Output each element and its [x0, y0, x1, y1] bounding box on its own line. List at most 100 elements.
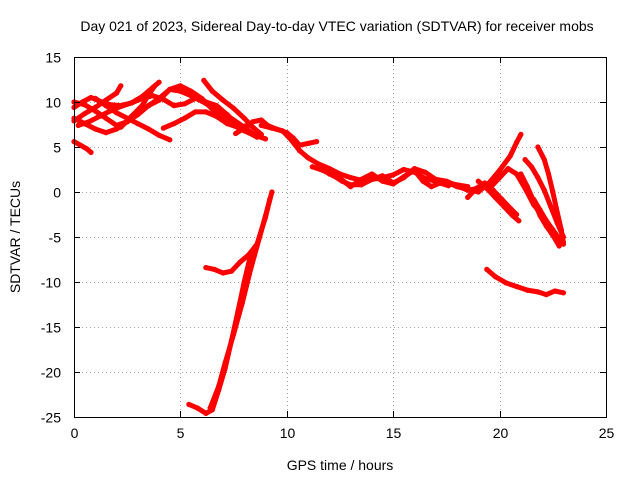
- data-point: [337, 175, 343, 182]
- data-point: [503, 280, 509, 286]
- data-point: [541, 187, 547, 193]
- data-point: [167, 137, 173, 143]
- data-point: [82, 111, 88, 117]
- data-point: [484, 266, 490, 272]
- data-point: [88, 149, 94, 155]
- data-point: [390, 181, 396, 187]
- axis-ticks: 0 5 10 15 20 25 15 10 5 0 -5 -10 -15 -20 -25: [41, 50, 615, 442]
- data-point: [203, 109, 209, 115]
- data-point: [420, 178, 426, 184]
- data-point: [250, 119, 256, 125]
- chart-title: Day 021 of 2023, Sidereal Day-to-day VTE…: [80, 18, 593, 34]
- x-tick-label: 25: [599, 425, 615, 441]
- data-point: [118, 103, 124, 110]
- data-point: [194, 405, 200, 411]
- grid: [74, 57, 606, 417]
- series-group: [71, 77, 567, 416]
- data-point: [316, 161, 322, 167]
- data-point: [252, 132, 258, 138]
- data-point: [182, 115, 188, 121]
- data-point: [145, 126, 152, 132]
- y-tick-label: -5: [49, 230, 62, 246]
- data-point: [258, 117, 264, 123]
- data-point: [248, 266, 254, 272]
- data-point: [507, 205, 513, 211]
- data-point: [369, 171, 375, 177]
- data-point: [258, 122, 264, 128]
- x-tick-label: 20: [493, 425, 509, 441]
- data-point: [145, 92, 152, 98]
- data-point: [145, 103, 152, 109]
- data-point: [535, 289, 541, 295]
- x-tick-label: 0: [71, 425, 79, 441]
- data-point: [209, 106, 215, 112]
- data-point: [233, 130, 239, 137]
- data-point: [326, 166, 332, 172]
- data-point: [558, 227, 564, 233]
- data-point: [269, 189, 275, 195]
- data-point: [188, 88, 194, 94]
- data-point: [473, 185, 479, 191]
- data-point: [114, 110, 120, 116]
- data-point: [348, 184, 354, 190]
- data-point: [156, 79, 162, 85]
- data-point: [171, 103, 177, 109]
- y-tick-label: 10: [45, 95, 61, 111]
- data-point: [250, 124, 256, 130]
- data-point: [177, 83, 183, 89]
- data-point: [482, 180, 488, 186]
- data-point: [454, 184, 460, 190]
- data-point: [556, 238, 562, 244]
- data-point: [320, 167, 326, 173]
- data-point: [550, 189, 556, 195]
- data-point: [556, 243, 562, 249]
- data-point: [139, 103, 145, 109]
- data-point: [288, 137, 294, 143]
- data-point: [222, 360, 228, 366]
- data-point: [535, 144, 541, 150]
- data-point: [411, 167, 418, 173]
- data-point: [152, 83, 158, 89]
- x-tick-label: 15: [386, 425, 402, 441]
- data-point: [514, 283, 520, 290]
- data-point: [211, 266, 217, 272]
- data-point: [262, 214, 269, 220]
- data-point: [160, 125, 166, 131]
- data-point: [348, 175, 354, 181]
- data-point: [535, 175, 541, 181]
- data-point: [560, 239, 567, 245]
- data-point: [258, 131, 264, 137]
- data-point: [192, 109, 198, 115]
- data-point: [139, 94, 145, 100]
- data-point: [552, 288, 558, 294]
- data-point: [241, 125, 247, 131]
- data-point: [514, 171, 520, 177]
- y-tick-label: -20: [41, 365, 61, 381]
- data-point: [96, 113, 103, 119]
- data-point: [433, 176, 439, 182]
- y-tick-label: -25: [41, 410, 61, 426]
- data-point: [82, 102, 88, 108]
- data-point: [505, 166, 511, 172]
- y-axis-label: SDTVAR / TECUs: [7, 181, 23, 293]
- x-axis-label: GPS time / hours: [287, 457, 394, 473]
- data-point: [231, 117, 237, 123]
- data-point: [514, 139, 520, 146]
- data-point: [554, 209, 560, 215]
- data-point: [543, 218, 550, 224]
- y-tick-label: -10: [41, 275, 61, 291]
- data-point: [214, 113, 220, 119]
- data-point: [497, 167, 503, 173]
- data-point: [514, 211, 520, 218]
- data-point: [492, 274, 498, 280]
- data-point: [262, 136, 269, 142]
- data-point: [560, 290, 567, 296]
- data-point: [186, 401, 192, 407]
- data-point: [103, 115, 109, 121]
- data-point: [118, 83, 124, 89]
- data-point: [254, 241, 260, 247]
- data-point: [305, 140, 311, 146]
- data-point: [207, 405, 213, 411]
- data-point: [537, 207, 543, 213]
